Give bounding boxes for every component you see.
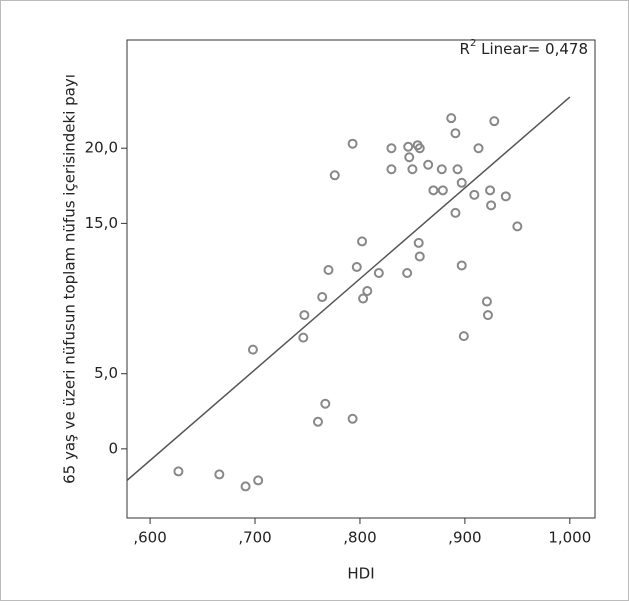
point bbox=[358, 293, 369, 304]
x-tick-label: 1,000 bbox=[548, 529, 591, 547]
point bbox=[329, 170, 340, 181]
point bbox=[485, 185, 496, 196]
x-axis-label: HDI bbox=[347, 565, 374, 583]
y-tick-label: 0 bbox=[108, 439, 118, 457]
point bbox=[473, 143, 484, 154]
point bbox=[320, 398, 331, 409]
y-tick-label: 20,0 bbox=[85, 139, 118, 157]
point bbox=[299, 310, 310, 321]
point bbox=[436, 164, 447, 175]
point bbox=[458, 331, 469, 342]
point bbox=[423, 159, 434, 170]
y-axis-label: 65 yaş ve üzeri nüfusun toplam nüfus içe… bbox=[61, 74, 79, 484]
point bbox=[489, 116, 500, 127]
point bbox=[500, 191, 511, 202]
point bbox=[214, 469, 225, 480]
point bbox=[240, 481, 251, 492]
point bbox=[386, 143, 397, 154]
point bbox=[312, 416, 323, 427]
point bbox=[402, 267, 413, 278]
point bbox=[347, 138, 358, 149]
point bbox=[351, 261, 362, 272]
point bbox=[298, 332, 309, 343]
point bbox=[452, 164, 463, 175]
x-tick-label: ,600 bbox=[133, 529, 166, 547]
point bbox=[456, 260, 467, 271]
point bbox=[323, 264, 334, 275]
point bbox=[407, 164, 418, 175]
point bbox=[347, 413, 358, 424]
x-tick-label: ,700 bbox=[238, 529, 271, 547]
point bbox=[373, 267, 384, 278]
point bbox=[362, 286, 373, 297]
point bbox=[357, 236, 368, 247]
point bbox=[386, 164, 397, 175]
point bbox=[414, 143, 425, 154]
y-tick-label: 15,0 bbox=[85, 214, 118, 232]
annotation-text: Linear= 0,478 bbox=[476, 40, 588, 58]
annotation: R2 Linear= 0,478 bbox=[460, 38, 588, 58]
point bbox=[481, 296, 492, 307]
point bbox=[173, 466, 184, 477]
fit-line bbox=[126, 96, 571, 481]
point bbox=[512, 221, 523, 232]
point bbox=[456, 177, 467, 188]
point bbox=[403, 141, 414, 152]
x-tick-label: ,800 bbox=[343, 529, 376, 547]
point bbox=[486, 200, 497, 211]
annotation-sup: 2 bbox=[470, 38, 476, 49]
point bbox=[247, 344, 258, 355]
point bbox=[482, 310, 493, 321]
point bbox=[469, 189, 480, 200]
point bbox=[317, 292, 328, 303]
x-tick-label: ,900 bbox=[448, 529, 481, 547]
point bbox=[437, 185, 448, 196]
point bbox=[414, 251, 425, 262]
point bbox=[253, 475, 264, 486]
point bbox=[450, 207, 461, 218]
point bbox=[428, 185, 439, 196]
point bbox=[404, 152, 415, 163]
annotation-base: R bbox=[460, 40, 470, 58]
plot-area bbox=[126, 39, 596, 519]
point bbox=[450, 128, 461, 139]
y-tick-label: 5,0 bbox=[94, 364, 118, 382]
point bbox=[446, 113, 457, 124]
point bbox=[413, 237, 424, 248]
